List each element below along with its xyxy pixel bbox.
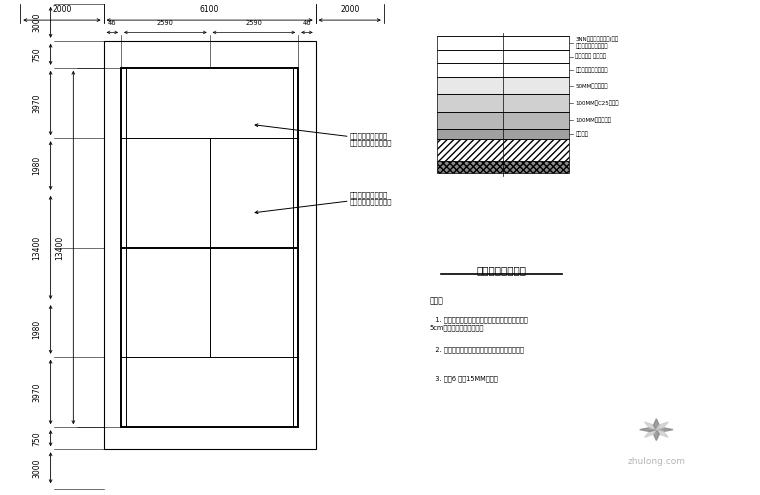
Polygon shape — [644, 430, 657, 437]
Bar — [121, 68, 298, 427]
Text: 46: 46 — [302, 20, 311, 27]
Text: 1980: 1980 — [33, 156, 42, 175]
Text: 百博胶乳液防水层二道: 百博胶乳液防水层二道 — [575, 67, 608, 73]
Polygon shape — [654, 419, 659, 430]
Polygon shape — [654, 430, 659, 441]
Bar — [437, 50, 569, 63]
Polygon shape — [640, 428, 657, 432]
Text: 6100: 6100 — [200, 5, 220, 14]
Text: 1980: 1980 — [33, 320, 42, 339]
Text: 13400: 13400 — [55, 236, 65, 259]
Text: 2590: 2590 — [245, 20, 262, 27]
Text: 50MM厚素砼垫层: 50MM厚素砼垫层 — [575, 83, 608, 89]
Text: 3000: 3000 — [33, 458, 42, 478]
Bar — [103, 41, 315, 449]
Polygon shape — [657, 430, 668, 437]
Text: 2590: 2590 — [157, 20, 174, 27]
Text: zhulong.com: zhulong.com — [628, 457, 686, 466]
Bar — [437, 36, 569, 50]
Text: 46: 46 — [108, 20, 116, 27]
Text: 750: 750 — [33, 47, 42, 61]
Text: 100MM厚碎石垫层: 100MM厚碎石垫层 — [575, 117, 611, 123]
Text: 100MM厚C25混凝土: 100MM厚C25混凝土 — [575, 100, 619, 106]
Bar — [437, 112, 569, 129]
Text: 3NN厚弹性橡胶面层(颜色
（颜色由设计师指定）: 3NN厚弹性橡胶面层(颜色 （颜色由设计师指定） — [575, 37, 619, 49]
Bar — [437, 77, 569, 95]
Text: 13400: 13400 — [33, 236, 42, 259]
Text: 2000: 2000 — [52, 5, 71, 14]
Text: 说明：: 说明： — [429, 297, 443, 306]
Text: 3970: 3970 — [33, 93, 42, 113]
Text: 750: 750 — [33, 431, 42, 446]
Polygon shape — [657, 422, 668, 430]
Text: 3. 市购6 米制15MM鲁色管: 3. 市购6 米制15MM鲁色管 — [429, 376, 498, 382]
Bar — [437, 161, 569, 173]
Text: 2000: 2000 — [340, 5, 359, 14]
Text: 2. 场地外侧色面白色双黄色要专用油性料铸造。: 2. 场地外侧色面白色双黄色要专用油性料铸造。 — [429, 346, 524, 352]
Bar — [437, 63, 569, 77]
Text: 可调橡胶底弹性面层
（颜色由设计师确定）: 可调橡胶底弹性面层 （颜色由设计师确定） — [255, 191, 392, 214]
Text: 1. 弹性混凝土面层无法满足及实际厚度要求，回用
5cm厚粗骨料混凝土垫架。: 1. 弹性混凝土面层无法满足及实际厚度要求，回用 5cm厚粗骨料混凝土垫架。 — [429, 316, 528, 331]
Bar — [437, 129, 569, 139]
Bar — [437, 95, 569, 112]
Text: 羽毛球场面层结构: 羽毛球场面层结构 — [477, 265, 526, 275]
Bar — [437, 139, 569, 161]
Text: 百家零跑胶弹性面层
（颜色由设计师确定）: 百家零跑胶弹性面层 （颜色由设计师确定） — [255, 124, 392, 147]
Text: 3970: 3970 — [33, 382, 42, 402]
Polygon shape — [644, 422, 657, 430]
Text: 素土夯实: 素土夯实 — [575, 131, 588, 137]
Polygon shape — [657, 428, 673, 432]
Text: 百博胶层中 丙层二道: 百博胶层中 丙层二道 — [575, 54, 606, 59]
Text: 3000: 3000 — [33, 12, 42, 32]
